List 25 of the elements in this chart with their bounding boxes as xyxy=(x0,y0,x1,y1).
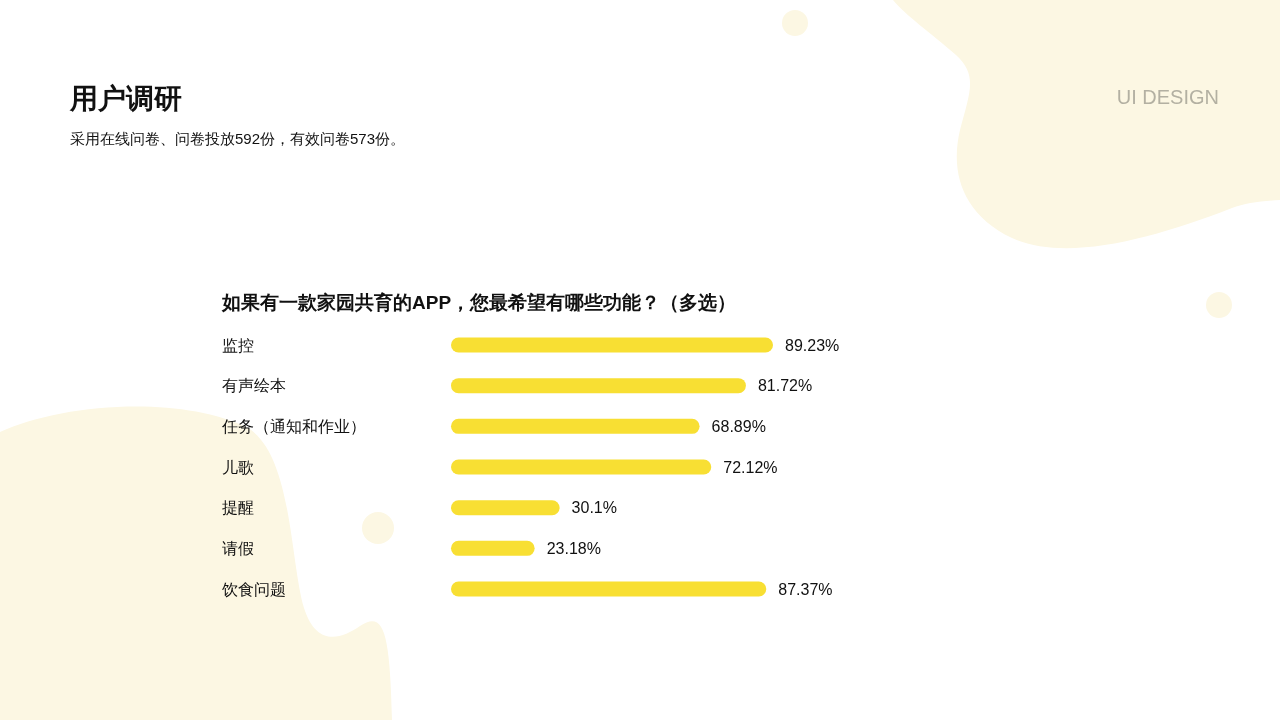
data-label: 23.18% xyxy=(546,539,601,557)
y-tick-label: 提醒 xyxy=(222,499,254,517)
bar xyxy=(451,540,535,556)
data-label: 81.72% xyxy=(757,377,813,395)
bar xyxy=(451,337,773,353)
y-tick-label: 任务（通知和作业） xyxy=(221,417,366,435)
y-tick-label: 儿歌 xyxy=(222,458,254,476)
data-label: 72.12% xyxy=(723,458,778,476)
bar xyxy=(451,581,767,597)
text: UI DESIGN xyxy=(1116,86,1219,108)
chart-title: 如果有一款家园共育的APP，您最希望有哪些功能？（多选） xyxy=(221,292,737,313)
bar xyxy=(451,459,712,475)
text: 采用在线问卷、问卷投放592份，有效问卷573份。 xyxy=(70,130,406,147)
data-label: 68.89% xyxy=(711,417,766,435)
data-label: 30.1% xyxy=(571,499,617,517)
bar xyxy=(451,418,700,434)
data-label: 87.37% xyxy=(778,580,833,598)
text: 用户调研 xyxy=(69,83,182,114)
bar xyxy=(451,378,746,394)
y-tick-label: 有声绘本 xyxy=(222,377,286,395)
data-label: 89.23% xyxy=(785,336,840,354)
y-tick-label: 请假 xyxy=(222,539,254,557)
y-tick-label: 饮食问题 xyxy=(221,580,286,598)
bar xyxy=(451,500,560,516)
y-tick-label: 监控 xyxy=(222,336,254,354)
